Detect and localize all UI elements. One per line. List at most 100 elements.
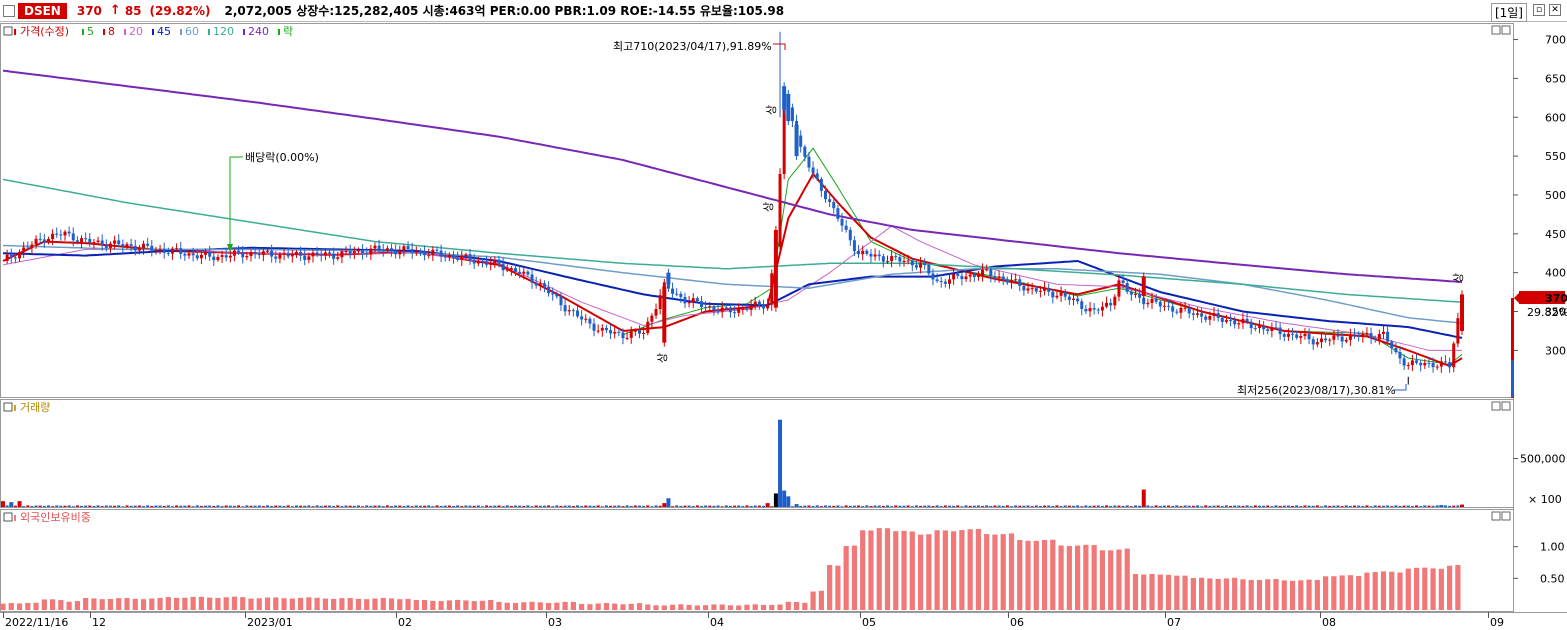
candle-body bbox=[1344, 339, 1348, 342]
volume-bar bbox=[427, 505, 431, 507]
foreign-bar bbox=[215, 597, 221, 610]
candle-body bbox=[121, 244, 125, 247]
candle-body bbox=[150, 245, 154, 251]
candle-body bbox=[59, 234, 63, 236]
candle-body bbox=[245, 256, 249, 258]
volume-bar bbox=[852, 505, 856, 507]
volume-bar bbox=[340, 506, 344, 507]
volume-bar bbox=[51, 506, 55, 507]
candle-body bbox=[902, 261, 906, 263]
candle-body bbox=[691, 298, 695, 303]
candle-body bbox=[621, 332, 625, 339]
volume-bar bbox=[861, 506, 865, 507]
volume-bar bbox=[381, 506, 385, 507]
volume-bar bbox=[914, 505, 918, 507]
foreign-bar bbox=[1058, 545, 1064, 610]
period-selector[interactable]: [1일] bbox=[1490, 3, 1527, 22]
volume-bar bbox=[390, 506, 394, 507]
volume-bar bbox=[968, 505, 972, 507]
foreign-bar bbox=[1422, 567, 1428, 610]
candle-body bbox=[385, 248, 389, 251]
volume-bar bbox=[1390, 506, 1394, 507]
foreign-bar bbox=[149, 598, 155, 610]
foreign-bar bbox=[355, 598, 362, 610]
candle-body bbox=[129, 244, 133, 246]
legend-item-락: 락 bbox=[283, 25, 293, 38]
foreign-bar bbox=[521, 602, 527, 610]
volume-bar bbox=[530, 506, 534, 507]
candle-body bbox=[1014, 279, 1018, 281]
foreign-bar bbox=[463, 600, 469, 610]
foreign-bar bbox=[1141, 574, 1147, 610]
foreign-bar bbox=[281, 598, 287, 610]
moving-average-lines bbox=[2, 69, 1463, 368]
foreign-bar bbox=[802, 602, 808, 610]
volume-bar bbox=[1311, 505, 1315, 507]
foreign-bar bbox=[322, 598, 328, 610]
candle-body bbox=[1129, 291, 1133, 295]
volume-bar bbox=[1179, 506, 1183, 507]
candle-body bbox=[88, 238, 92, 243]
volume-bar bbox=[1245, 505, 1249, 507]
candle-body bbox=[654, 309, 658, 316]
candle-body bbox=[319, 254, 323, 256]
candle-body bbox=[133, 245, 137, 251]
candle-body bbox=[600, 327, 604, 331]
foreign-bar bbox=[165, 597, 171, 610]
foreign-legend: 외국인보유비중 bbox=[3, 511, 91, 524]
panel-controls[interactable] bbox=[1491, 25, 1511, 521]
foreign-bar bbox=[1232, 577, 1238, 610]
foreign-bar bbox=[421, 600, 428, 610]
candle-body bbox=[976, 275, 980, 277]
volume-y-axis: 500,000 × 100 bbox=[1513, 453, 1566, 506]
foreign-bar bbox=[760, 604, 767, 610]
candle-body bbox=[749, 305, 753, 310]
candle-body bbox=[170, 248, 174, 254]
restore-icon[interactable]: ▫ bbox=[1533, 4, 1545, 16]
volume-bars bbox=[1, 419, 1464, 507]
candle-body bbox=[1448, 362, 1452, 368]
volume-bar bbox=[1274, 505, 1278, 507]
candle-body bbox=[939, 281, 943, 283]
volume-bar bbox=[1005, 505, 1009, 507]
candle-body bbox=[216, 256, 220, 261]
volume-bar bbox=[885, 505, 889, 507]
stock-code[interactable]: DSEN bbox=[18, 2, 67, 19]
volume-bar bbox=[646, 505, 650, 507]
panel-frames bbox=[0, 23, 1567, 613]
volume-bar bbox=[526, 505, 530, 507]
candle-body bbox=[1315, 342, 1319, 345]
volume-bar bbox=[823, 505, 827, 507]
candle-body bbox=[1187, 307, 1191, 314]
volume-bar bbox=[1063, 505, 1067, 507]
volume-bar bbox=[34, 505, 38, 507]
candle-body bbox=[1340, 336, 1344, 342]
foreign-bar bbox=[231, 596, 238, 610]
candle-body bbox=[290, 254, 294, 257]
volume-bar bbox=[191, 506, 195, 507]
volume-bar bbox=[1167, 505, 1171, 507]
candle-body bbox=[1319, 338, 1323, 343]
volume-bar bbox=[1427, 505, 1431, 507]
candle-body bbox=[340, 251, 344, 258]
volume-bar bbox=[679, 505, 683, 507]
candle-body bbox=[241, 252, 245, 258]
foreign-bar bbox=[66, 601, 72, 610]
select-checkbox[interactable] bbox=[3, 4, 15, 17]
candle-body bbox=[799, 135, 803, 147]
foreign-bar bbox=[967, 529, 973, 610]
candle-body bbox=[51, 233, 55, 239]
candle-body bbox=[873, 254, 877, 257]
candle-body bbox=[249, 252, 253, 257]
close-icon[interactable]: ✕ bbox=[1549, 4, 1561, 16]
volume-bar bbox=[638, 505, 642, 507]
candle-body bbox=[30, 244, 34, 248]
candle-body bbox=[257, 253, 261, 256]
volume-bar bbox=[1096, 505, 1100, 507]
volume-bar bbox=[237, 505, 241, 507]
volume-spike-bar bbox=[1141, 489, 1146, 507]
volume-bar bbox=[869, 506, 873, 507]
foreign-legend-label: 외국인보유비중 bbox=[20, 511, 91, 524]
price-tick-label: 650 bbox=[1545, 72, 1566, 85]
